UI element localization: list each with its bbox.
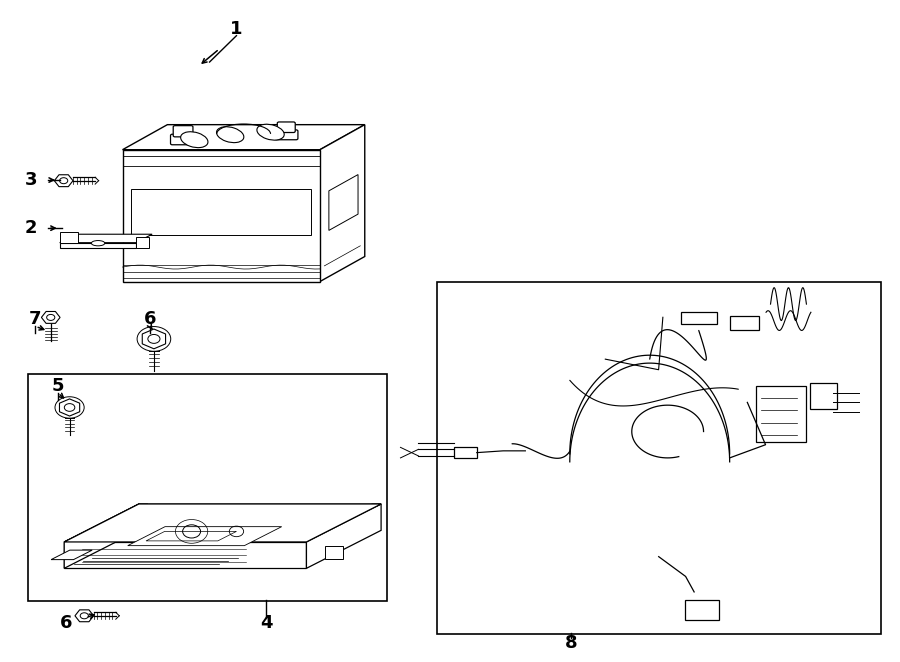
- Polygon shape: [146, 532, 237, 541]
- Polygon shape: [306, 504, 381, 568]
- Polygon shape: [59, 243, 136, 248]
- Ellipse shape: [91, 240, 104, 246]
- Text: 8: 8: [565, 634, 578, 653]
- Polygon shape: [77, 520, 367, 553]
- FancyBboxPatch shape: [810, 383, 837, 409]
- Polygon shape: [325, 545, 343, 559]
- Polygon shape: [328, 175, 358, 230]
- Polygon shape: [320, 124, 365, 281]
- FancyBboxPatch shape: [680, 312, 716, 324]
- Polygon shape: [64, 542, 306, 568]
- FancyBboxPatch shape: [454, 448, 477, 458]
- Polygon shape: [51, 550, 92, 559]
- Polygon shape: [122, 124, 364, 150]
- Ellipse shape: [181, 132, 208, 148]
- Polygon shape: [134, 504, 381, 506]
- Ellipse shape: [256, 124, 284, 140]
- Polygon shape: [54, 175, 73, 187]
- FancyBboxPatch shape: [730, 316, 759, 330]
- Text: 4: 4: [260, 614, 273, 632]
- Bar: [436, 281, 881, 634]
- Polygon shape: [128, 527, 282, 545]
- Polygon shape: [59, 234, 152, 243]
- FancyBboxPatch shape: [173, 126, 193, 137]
- Text: 2: 2: [24, 219, 37, 237]
- Polygon shape: [131, 189, 310, 236]
- Text: 6: 6: [144, 310, 157, 328]
- Polygon shape: [136, 238, 149, 248]
- Ellipse shape: [217, 126, 244, 142]
- Polygon shape: [64, 540, 311, 542]
- FancyBboxPatch shape: [277, 122, 295, 132]
- Polygon shape: [64, 504, 139, 568]
- Polygon shape: [298, 504, 381, 542]
- Polygon shape: [64, 504, 148, 542]
- FancyBboxPatch shape: [274, 130, 298, 140]
- Polygon shape: [75, 610, 94, 622]
- Polygon shape: [59, 399, 80, 416]
- Text: 6: 6: [59, 614, 72, 632]
- Bar: [28, 374, 387, 601]
- FancyBboxPatch shape: [170, 134, 195, 145]
- Polygon shape: [41, 312, 60, 323]
- FancyBboxPatch shape: [756, 386, 806, 442]
- Text: 3: 3: [24, 171, 37, 189]
- Text: 7: 7: [29, 310, 41, 328]
- Text: 5: 5: [51, 377, 64, 395]
- Polygon shape: [142, 329, 166, 349]
- FancyBboxPatch shape: [685, 600, 719, 620]
- Text: 1: 1: [230, 20, 243, 38]
- Polygon shape: [122, 150, 320, 281]
- Polygon shape: [64, 504, 381, 542]
- Polygon shape: [59, 232, 77, 243]
